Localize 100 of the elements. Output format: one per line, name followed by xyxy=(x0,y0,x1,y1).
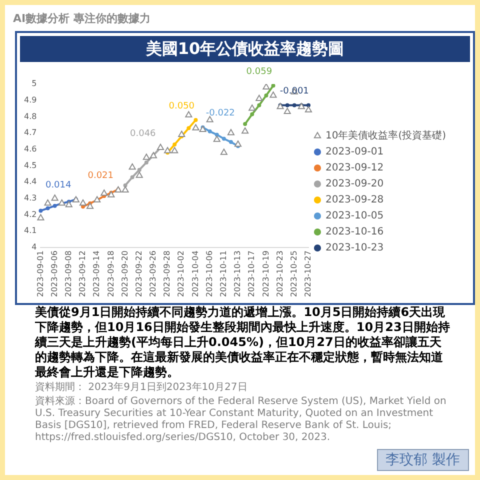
point xyxy=(164,147,172,154)
text: 0.059 xyxy=(246,66,272,77)
x-tick-label: 2023-10-19 xyxy=(261,250,270,298)
point xyxy=(284,108,291,114)
point xyxy=(128,163,136,170)
point xyxy=(79,199,87,206)
y-tick-label: 4.4 xyxy=(24,177,37,186)
point xyxy=(285,103,290,108)
point xyxy=(227,129,234,136)
point xyxy=(142,154,150,160)
point xyxy=(144,160,148,164)
legend-label: 10年美債收益率(投資基礎) xyxy=(325,130,446,142)
point xyxy=(44,199,52,206)
point xyxy=(130,175,134,180)
x-tick-label: 2023-10-11 xyxy=(219,250,228,298)
point xyxy=(214,132,219,137)
point xyxy=(270,91,277,98)
y-tick-label: 4.9 xyxy=(24,95,37,104)
x-tick-label: 2023-10-04 xyxy=(190,250,200,298)
text: 資料期間： 2023年9月1日到2023年10月27日 xyxy=(35,382,248,394)
point xyxy=(38,208,43,213)
point xyxy=(100,190,108,196)
legend-label: 2023-09-20 xyxy=(325,178,384,190)
point xyxy=(257,103,262,108)
point xyxy=(304,106,312,112)
source-note: 資料來源：Board of Governors of the Federal Reserve System (US), Market Yield on U.S. Treasury Securities at 10-Year Constant Maturity, Quoted on an Investment Basis [DGS10], retrieved from FRED, Federal Reserve Bank of St. Louis; https://fred.stlouisfed.org/series/DGS10, October 30, 2023. xyxy=(35,396,448,444)
x-tick-label: 2023-10-27 xyxy=(304,250,313,298)
x-tick-label: 2023-09-08 xyxy=(64,250,73,298)
x-tick-label: 2023-09-14 xyxy=(92,250,102,298)
point xyxy=(292,103,296,108)
point xyxy=(46,206,50,210)
x-tick-label: 2023-10-23 xyxy=(275,250,284,298)
annotation: 0.046 xyxy=(130,129,156,140)
annotation: 0.050 xyxy=(168,101,195,112)
x-tick-label: 2023-09-18 xyxy=(106,250,116,298)
y-tick-label: 4.8 xyxy=(24,112,37,121)
point xyxy=(172,142,177,146)
point xyxy=(220,148,228,155)
y-tick-label: 5 xyxy=(32,79,37,88)
legend-label: 2023-10-23 xyxy=(325,242,384,254)
x-tick-label: 2023-10-17 xyxy=(247,250,256,298)
y-tick-label: 4.1 xyxy=(24,226,37,236)
x-tick-label: 2023-10-25 xyxy=(289,250,298,298)
point xyxy=(306,103,310,108)
y-tick-label: 4.2 xyxy=(24,210,37,219)
point xyxy=(262,84,270,90)
point xyxy=(186,126,191,130)
point xyxy=(242,127,249,134)
point xyxy=(86,202,94,209)
point xyxy=(108,191,115,198)
x-tick-label: 2023-09-20 xyxy=(120,250,130,298)
point xyxy=(206,116,214,122)
annotation: -0.001 xyxy=(280,86,309,97)
legend-label: 2023-10-05 xyxy=(325,210,384,222)
point xyxy=(136,172,143,178)
point xyxy=(194,118,198,122)
point xyxy=(271,84,276,88)
x-tick-label: 2023-09-06 xyxy=(50,250,59,298)
point xyxy=(213,136,220,142)
legend-label: 2023-09-12 xyxy=(325,162,384,174)
legend-label: 2023-09-28 xyxy=(325,194,384,206)
annotation: -0.022 xyxy=(206,108,235,119)
y-tick-label: 4.3 xyxy=(24,194,37,203)
point xyxy=(250,112,254,116)
x-tick-label: 2023-10-06 xyxy=(204,250,214,298)
point xyxy=(243,122,248,126)
y-tick-label: 4.5 xyxy=(24,160,37,170)
point xyxy=(52,204,57,208)
annotation: 0.014 xyxy=(45,180,72,191)
point xyxy=(199,126,206,132)
chart-title: 美國10年公債收益率趨勢圖 xyxy=(20,36,470,62)
point xyxy=(65,200,72,208)
legend-label: 2023-09-01 xyxy=(325,146,384,158)
annotation: 0.021 xyxy=(88,170,114,181)
point xyxy=(51,194,58,201)
legend-label: 2023-10-16 xyxy=(325,226,384,238)
y-tick-label: 4.7 xyxy=(24,128,37,138)
point xyxy=(228,140,233,144)
point xyxy=(171,147,178,154)
point xyxy=(248,104,256,111)
point xyxy=(208,129,212,134)
x-tick-label: 2023-10-02 xyxy=(176,250,186,298)
point xyxy=(192,124,200,130)
x-tick-label: 2023-10-13 xyxy=(233,250,242,298)
y-tick-label: 4.6 xyxy=(24,144,37,154)
x-tick-label: 2023-09-01 xyxy=(36,250,45,298)
chart-subtitle: AI數據分析 專注你的數據力 xyxy=(13,11,150,26)
x-tick-label: 2023-09-26 xyxy=(148,250,158,298)
text: 美債從9月1日開始持續不同趨勢力道的遞增上漲。10月5日開始持續6天出現下降趨勢，但10月16日開始發生整段期間內最快上升速度。10月23日開始持續三天是上升趨勢(平均每日上升0.045%)，但10月27日的收益率卻讓五天的趨勢轉為下降。在這最新發展的美債收益率正在不穩定狀態，暫時無法知道最終會上升還是下降趨勢。 xyxy=(35,305,451,380)
point xyxy=(222,136,226,141)
y-tick-label: 4 xyxy=(32,242,37,252)
x-tick-label: 2023-09-28 xyxy=(162,250,172,298)
point xyxy=(178,130,186,137)
point xyxy=(256,94,263,101)
point xyxy=(137,168,142,172)
point xyxy=(234,140,242,147)
point xyxy=(37,214,44,220)
point xyxy=(122,186,129,193)
x-tick-label: 2023-09-12 xyxy=(78,250,88,298)
x-tick-label: 2023-09-22 xyxy=(134,250,144,298)
